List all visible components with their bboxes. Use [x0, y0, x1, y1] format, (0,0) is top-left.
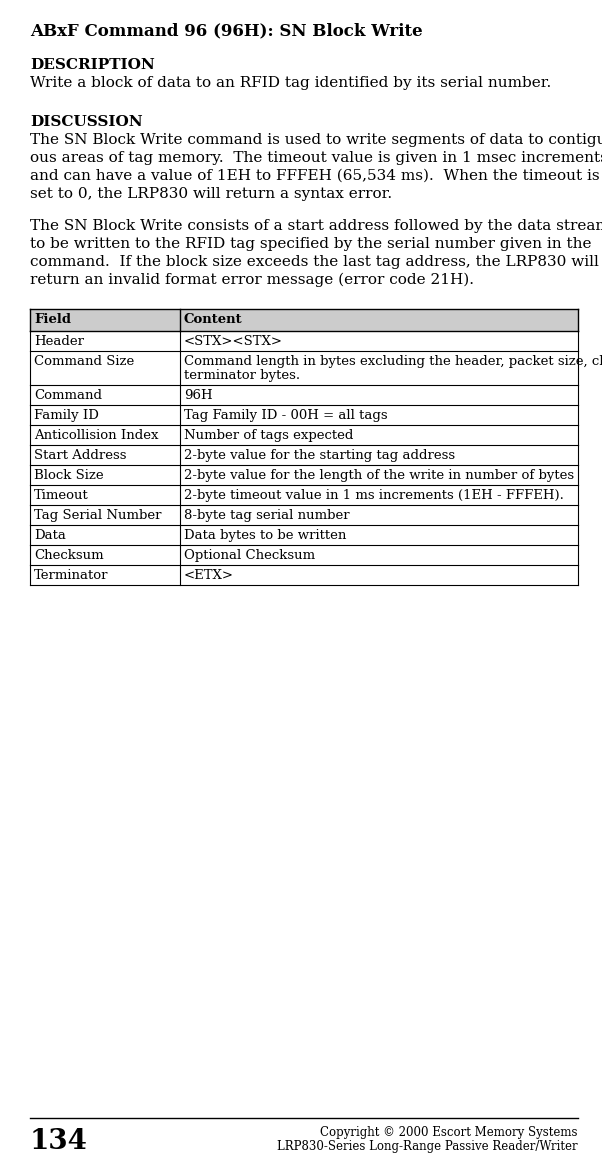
- Text: The SN Block Write consists of a start address followed by the data stream: The SN Block Write consists of a start a…: [30, 218, 602, 234]
- Text: LRP830-Series Long-Range Passive Reader/Writer: LRP830-Series Long-Range Passive Reader/…: [278, 1140, 578, 1153]
- Text: Content: Content: [184, 313, 243, 327]
- Text: Write a block of data to an RFID tag identified by its serial number.: Write a block of data to an RFID tag ide…: [30, 76, 551, 89]
- Text: Block Size: Block Size: [34, 469, 104, 482]
- Text: to be written to the RFID tag specified by the serial number given in the: to be written to the RFID tag specified …: [30, 237, 592, 251]
- Text: ous areas of tag memory.  The timeout value is given in 1 msec increments: ous areas of tag memory. The timeout val…: [30, 151, 602, 165]
- Text: <STX><STX>: <STX><STX>: [184, 335, 283, 347]
- Text: return an invalid format error message (error code 21H).: return an invalid format error message (…: [30, 273, 474, 287]
- Text: Data bytes to be written: Data bytes to be written: [184, 529, 346, 541]
- Text: Copyright © 2000 Escort Memory Systems: Copyright © 2000 Escort Memory Systems: [320, 1126, 578, 1139]
- Text: 96H: 96H: [184, 389, 213, 402]
- Text: <ETX>: <ETX>: [184, 569, 234, 582]
- Text: Start Address: Start Address: [34, 449, 126, 462]
- Text: Field: Field: [34, 313, 71, 327]
- Text: and can have a value of 1EH to FFFEH (65,534 ms).  When the timeout is: and can have a value of 1EH to FFFEH (65…: [30, 168, 600, 182]
- Text: DISCUSSION: DISCUSSION: [30, 115, 143, 129]
- Text: Family ID: Family ID: [34, 409, 99, 422]
- Text: Command: Command: [34, 389, 102, 402]
- Text: Anticollision Index: Anticollision Index: [34, 429, 158, 442]
- Text: Timeout: Timeout: [34, 489, 88, 502]
- Text: Data: Data: [34, 529, 66, 541]
- Text: Command length in bytes excluding the header, packet size, checksum and: Command length in bytes excluding the he…: [184, 356, 602, 368]
- Text: set to 0, the LRP830 will return a syntax error.: set to 0, the LRP830 will return a synta…: [30, 187, 392, 201]
- Text: ABxF Command 96 (96H): SN Block Write: ABxF Command 96 (96H): SN Block Write: [30, 22, 423, 40]
- Text: 8-byte tag serial number: 8-byte tag serial number: [184, 509, 350, 522]
- Text: command.  If the block size exceeds the last tag address, the LRP830 will: command. If the block size exceeds the l…: [30, 254, 599, 268]
- Text: Optional Checksum: Optional Checksum: [184, 548, 315, 562]
- Text: 2-byte value for the starting tag address: 2-byte value for the starting tag addres…: [184, 449, 455, 462]
- Text: The SN Block Write command is used to write segments of data to contigu-: The SN Block Write command is used to wr…: [30, 132, 602, 148]
- Text: 134: 134: [30, 1128, 88, 1155]
- Text: Command Size: Command Size: [34, 356, 134, 368]
- Bar: [30, 309, 578, 331]
- Text: Number of tags expected: Number of tags expected: [184, 429, 353, 442]
- Text: Header: Header: [34, 335, 84, 347]
- Text: Tag Serial Number: Tag Serial Number: [34, 509, 161, 522]
- Text: terminator bytes.: terminator bytes.: [184, 370, 300, 382]
- Text: Terminator: Terminator: [34, 569, 108, 582]
- Text: Checksum: Checksum: [34, 548, 104, 562]
- Text: DESCRIPTION: DESCRIPTION: [30, 58, 155, 72]
- Text: Tag Family ID - 00H = all tags: Tag Family ID - 00H = all tags: [184, 409, 388, 422]
- Text: 2-byte timeout value in 1 ms increments (1EH - FFFEH).: 2-byte timeout value in 1 ms increments …: [184, 489, 564, 502]
- Text: 2-byte value for the length of the write in number of bytes: 2-byte value for the length of the write…: [184, 469, 574, 482]
